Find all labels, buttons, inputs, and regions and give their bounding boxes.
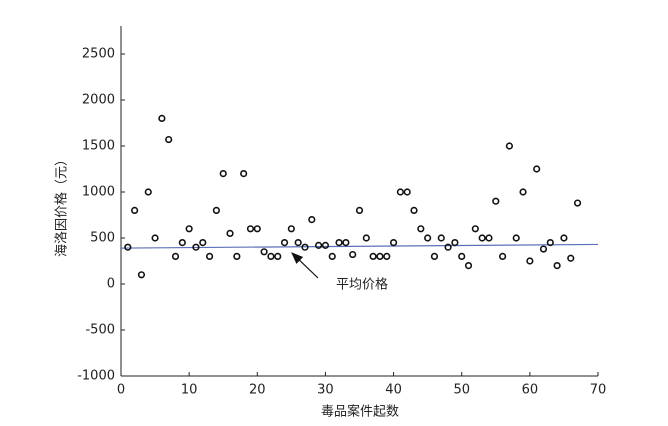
point <box>560 234 568 242</box>
point <box>335 239 343 247</box>
y-axis-label: 海洛因价格（元） <box>54 153 70 257</box>
y-tick-label: 2500 <box>82 47 115 62</box>
point <box>526 257 534 265</box>
point <box>362 234 370 242</box>
y-tick-label: -1000 <box>77 369 115 384</box>
y-tick-label: 2000 <box>82 93 115 108</box>
point <box>219 170 227 178</box>
x-tick-label: 60 <box>522 383 539 398</box>
point <box>274 252 282 260</box>
x-tick-label: 30 <box>317 383 334 398</box>
annotation: 平均价格 <box>336 277 388 293</box>
point <box>499 252 507 260</box>
x-tick-label: 70 <box>590 383 607 398</box>
point <box>424 234 432 242</box>
point <box>546 239 554 247</box>
point <box>403 188 411 196</box>
point <box>389 239 398 247</box>
point <box>246 225 255 233</box>
point <box>451 239 459 247</box>
x-axis-label: 毒品案件起数 <box>321 405 399 420</box>
x-tick-label: 40 <box>385 383 402 398</box>
point <box>321 241 330 249</box>
y-tick-label: 1500 <box>82 139 115 154</box>
point <box>240 170 248 178</box>
point <box>396 188 404 196</box>
point <box>185 225 193 233</box>
point <box>471 225 479 233</box>
x-tick-label: 20 <box>249 383 266 398</box>
point <box>342 239 350 247</box>
point <box>533 165 541 173</box>
point <box>315 241 323 249</box>
point <box>137 271 146 279</box>
point <box>144 188 152 196</box>
point <box>233 252 241 260</box>
point <box>539 245 548 253</box>
point <box>301 243 309 251</box>
trend-line <box>120 243 599 249</box>
point <box>573 199 582 207</box>
point <box>567 254 575 262</box>
point <box>253 225 261 233</box>
x-tick-label: 50 <box>453 383 470 398</box>
point <box>158 114 166 122</box>
point <box>376 252 384 260</box>
point <box>478 234 486 242</box>
point <box>260 248 268 256</box>
point <box>444 243 452 251</box>
x-tick-label: 0 <box>117 383 125 398</box>
point <box>355 206 364 214</box>
y-tick-label: 0 <box>107 277 115 292</box>
point <box>151 234 159 242</box>
point <box>492 197 500 205</box>
point <box>464 262 473 270</box>
point <box>178 239 186 247</box>
point <box>458 252 466 260</box>
point <box>553 262 561 270</box>
point <box>267 252 275 260</box>
point <box>328 252 336 260</box>
annotation-arrow <box>291 252 319 279</box>
point <box>505 142 514 150</box>
point <box>410 206 418 214</box>
point <box>437 234 445 242</box>
point <box>417 225 425 233</box>
y-tick-label: 500 <box>90 231 115 246</box>
point <box>369 252 377 260</box>
point <box>287 225 295 233</box>
point <box>199 239 207 247</box>
point <box>308 216 316 224</box>
y-tick-label: -500 <box>85 323 115 338</box>
point <box>165 135 173 144</box>
point <box>131 206 139 214</box>
point <box>485 234 493 242</box>
y-tick-label: 1000 <box>82 185 115 200</box>
point <box>280 239 289 247</box>
point <box>212 206 220 214</box>
point <box>226 229 234 237</box>
point <box>294 239 302 247</box>
x-tick-label: 10 <box>181 383 198 398</box>
point <box>430 252 439 260</box>
point <box>205 252 214 260</box>
point <box>171 252 180 260</box>
point <box>349 250 357 259</box>
point <box>519 188 527 196</box>
point <box>512 234 520 242</box>
point <box>383 252 391 260</box>
point <box>124 243 132 251</box>
point <box>192 243 200 251</box>
